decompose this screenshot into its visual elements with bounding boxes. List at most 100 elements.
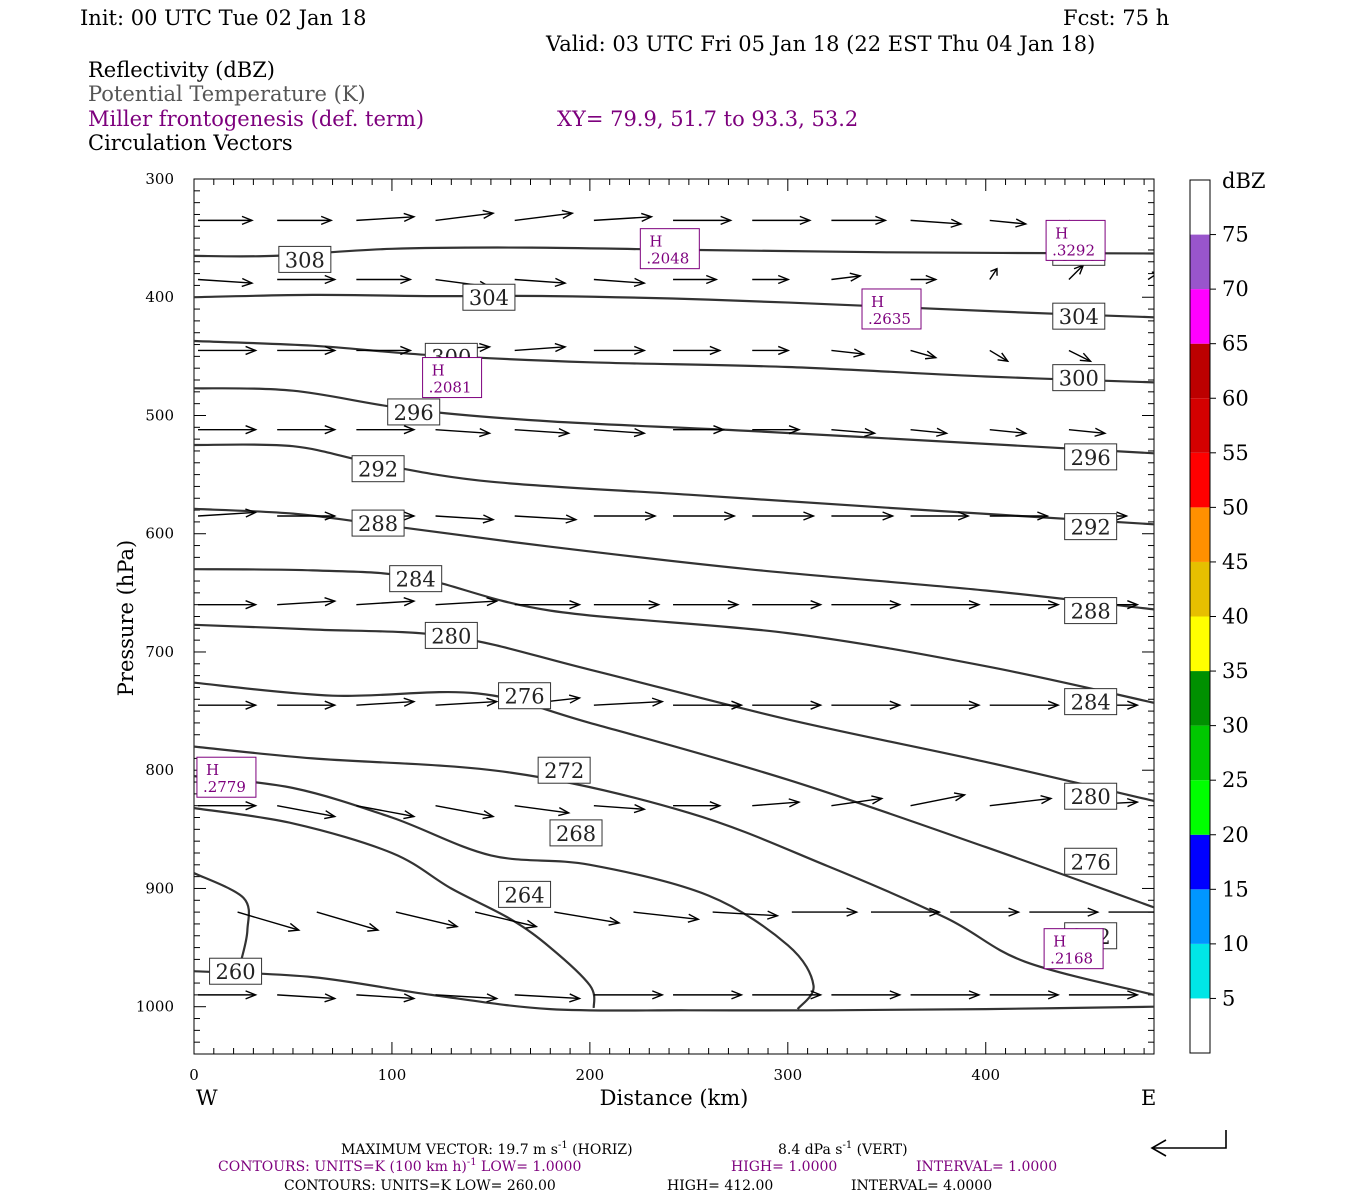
circulation-vector — [989, 990, 1061, 1000]
colorbar-swatch — [1190, 998, 1210, 1053]
theta-contour-label: 284 — [389, 565, 443, 593]
colorbar-tick-label: 20 — [1222, 823, 1249, 847]
theta-contour-label: 288 — [351, 509, 405, 537]
y-tick-label: 900 — [145, 879, 174, 897]
circulation-vector — [910, 600, 981, 610]
circulation-vector — [673, 801, 722, 811]
circulation-vector — [673, 274, 719, 285]
circulation-vector — [673, 600, 740, 610]
circulation-vector — [989, 511, 1050, 521]
svg-text:H: H — [1055, 224, 1068, 242]
colorbar-swatch — [1190, 834, 1210, 890]
theta-contour-label: 296 — [1064, 443, 1118, 471]
circulation-vector — [198, 425, 258, 435]
circulation-vector — [910, 792, 967, 807]
circulation-vector — [831, 511, 895, 521]
circulation-vector — [198, 801, 258, 811]
colorbar-swatch — [1190, 943, 1210, 999]
circulation-vector — [831, 272, 863, 282]
circulation-vector — [910, 427, 949, 437]
circulation-vector — [989, 218, 1028, 228]
frontogenesis-max-label: H.2779 — [196, 756, 257, 798]
y-axis-title: Pressure (hPa) — [114, 540, 138, 696]
circulation-vector — [514, 209, 575, 222]
circulation-vector — [514, 277, 567, 288]
circulation-vector — [514, 514, 578, 524]
x-tick-label: 400 — [971, 1066, 1000, 1084]
colorbar-tick-label: 55 — [1222, 441, 1249, 465]
theta-contour-label: 280 — [1064, 782, 1118, 810]
circulation-vector — [1068, 427, 1107, 437]
theta-contour-line — [194, 387, 1154, 455]
svg-text:.2048: .2048 — [646, 250, 689, 268]
theta-contour-label: 268 — [549, 819, 603, 847]
svg-text:.2168: .2168 — [1050, 950, 1093, 968]
circulation-vector — [514, 342, 567, 353]
svg-text:280: 280 — [431, 624, 471, 648]
colorbar-swatch — [1190, 725, 1210, 781]
circulation-vector — [593, 697, 665, 707]
circulation-vector — [673, 425, 726, 435]
theta-contour-line — [194, 745, 1154, 996]
field-vectors: Circulation Vectors — [88, 131, 293, 155]
svg-text:276: 276 — [1071, 850, 1111, 874]
circulation-vector — [593, 277, 647, 288]
circulation-vector — [198, 700, 258, 710]
svg-text:280: 280 — [1071, 785, 1111, 809]
svg-text:276: 276 — [505, 685, 545, 709]
svg-text:H: H — [649, 233, 662, 251]
circulation-vector — [435, 697, 499, 707]
circulation-vector — [316, 911, 380, 932]
colorbar-tick-label: 70 — [1222, 277, 1249, 301]
theta-contour-label: 272 — [537, 756, 591, 784]
y-axis-ticks: 300 400 500 600 700 800 900 1000 — [136, 170, 174, 1016]
circulation-vector — [277, 597, 337, 607]
theta-contour-label: 292 — [351, 455, 405, 483]
circulation-vector — [633, 911, 701, 923]
circulation-vector — [673, 700, 744, 710]
colorbar-unit: dBZ — [1222, 169, 1265, 193]
plot-frame — [193, 178, 1155, 1055]
x-tick-label: 300 — [773, 1066, 802, 1084]
circulation-vector — [752, 425, 801, 435]
circulation-vector — [910, 990, 981, 1000]
colorbar-swatch — [1190, 780, 1210, 835]
circulation-vector — [791, 907, 859, 917]
forecast-hour: Fcst: 75 h — [1063, 6, 1169, 30]
field-theta: Potential Temperature (K) — [88, 82, 366, 106]
frontogenesis-max-label: H.2081 — [422, 357, 483, 399]
circulation-vector — [712, 910, 780, 920]
circulation-vector — [989, 427, 1028, 437]
circulation-vector — [277, 805, 337, 820]
theta-contour-line — [194, 339, 1154, 384]
frontogenesis-max-label: H.2168 — [1043, 928, 1104, 970]
colorbar-swatch — [1190, 671, 1210, 726]
circulation-vector — [831, 990, 902, 1000]
svg-text:304: 304 — [469, 286, 509, 310]
circulation-vector — [198, 990, 258, 1000]
footer-line-2: CONTOURS: UNITS=K (100 km h)-1 LOW= 1.00… — [218, 1157, 1057, 1175]
circulation-vector — [435, 993, 499, 1003]
colorbar-tick-label: 60 — [1222, 386, 1249, 410]
theta-contour-label: 280 — [424, 621, 478, 649]
circulation-vector — [831, 215, 888, 226]
circulation-vector — [1029, 907, 1100, 917]
circulation-vector — [752, 990, 823, 1000]
theta-contour-line — [194, 443, 1154, 526]
cross-section-endpoints: XY= 79.9, 51.7 to 93.3, 53.2 — [557, 107, 858, 131]
reference-vector-arrow — [1150, 1130, 1227, 1157]
theta-contour-label: 300 — [1052, 364, 1106, 392]
frontogenesis-max-label: H.2048 — [639, 228, 700, 270]
colorbar-tick-label: 45 — [1222, 550, 1249, 574]
colorbar-swatch — [1190, 234, 1210, 290]
svg-text:.2081: .2081 — [429, 379, 472, 397]
x-axis-right-end: E — [1141, 1086, 1156, 1110]
x-axis-title: Distance (km) — [600, 1086, 749, 1110]
circulation-vector — [752, 345, 791, 356]
theta-contour-line — [194, 623, 1154, 803]
field-frontogenesis: Miller frontogenesis (def. term) — [88, 107, 424, 131]
field-reflectivity: Reflectivity (dBZ) — [88, 58, 275, 82]
circulation-vector — [277, 425, 337, 435]
circulation-vector — [1068, 990, 1140, 1000]
